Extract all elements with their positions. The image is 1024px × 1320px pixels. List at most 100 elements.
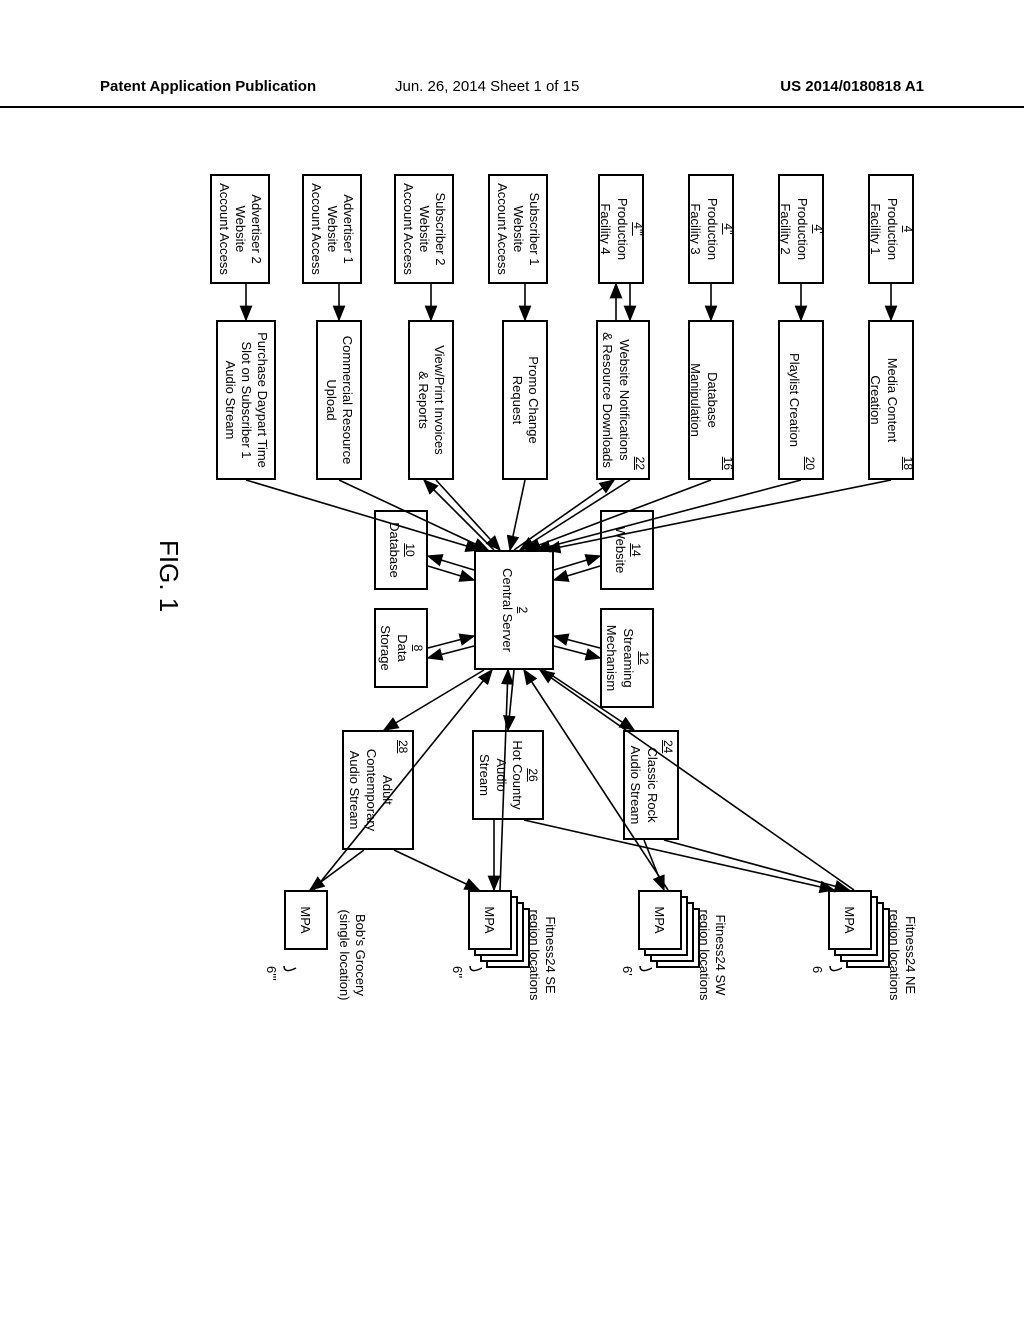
pf2-l1: Production [794,198,810,260]
label-ne: Fitness24 NE region locations [886,890,919,1020]
adv1-l1: Advertiser 1 [340,194,356,263]
vpi-l2: & Reports [415,371,431,429]
header-right: US 2014/0180818 A1 [780,78,924,95]
box-wnrd: 22 Website Notifications & Resource Down… [596,320,650,480]
box-pcr: Promo Change Request [502,320,548,480]
box-central-server: 2 Central Server [474,550,554,670]
ac-l1: Adult [379,775,395,805]
lead-se-n: 6'' [450,966,465,978]
lead-ne-n: 6 [810,966,825,973]
pf2-l2: Facility 2 [777,203,793,254]
wnrd-l1: Website Notifications [616,339,632,460]
pf4-l1: Production [614,198,630,260]
diagram-container: 4 Production Facility 1 4' Production Fa… [100,170,924,994]
diagram-rotated: 4 Production Facility 1 4' Production Fa… [100,170,924,994]
dbm-l1: Database [704,372,720,428]
pf1-l2: Facility 1 [867,203,883,254]
bob-t2: (single location) [337,909,352,1000]
cru-l2: Upload [323,379,339,420]
box-ac: 28 Adult Contemporary Audio Stream [342,730,414,850]
label-bob: Bob's Grocery (single location) [336,890,369,1020]
stream-l2: Mechanism [603,625,619,691]
vpi-l1: View/Print Invoices [431,345,447,455]
cs-l1: Central Server [498,568,514,652]
box-rock: 24 Classic Rock Audio Stream [623,730,679,840]
label-se: Fitness24 SE region locations [526,890,559,1020]
ref-website: 14 [628,543,643,556]
adv2-l3: Account Access [216,183,232,275]
ref-stream: 12 [636,651,651,664]
box-adv2: Advertiser 2 Website Account Access [210,174,270,284]
box-sub1: Subscriber 1 Website Account Access [488,174,548,284]
ref-cs: 2 [515,607,530,614]
ref-ds: 8 [410,645,425,652]
pdt-l1: Purchase Daypart Time [254,332,270,468]
sub1-l3: Account Access [494,183,510,275]
stream-l1: Streaming [620,628,636,687]
box-vpi: View/Print Invoices & Reports [408,320,454,480]
country-l3: Stream [476,754,492,796]
sub1-l2: Website [510,206,526,253]
db-l1: Database [385,522,401,578]
mpa-ne-lbl: MPA [843,906,858,933]
box-streaming: 12 Streaming Mechanism [600,608,654,708]
ac-l3: Audio Stream [346,751,362,830]
cru-l1: Commercial Resource [339,336,355,465]
lead-ne: 6 [810,966,844,994]
wnrd-l2: & Resource Downloads [599,332,615,468]
rock-l1: Classic Rock [644,747,660,822]
box-country: 26 Hot Country Audio Stream [472,730,544,820]
sub2-l3: Account Access [400,183,416,275]
page: Patent Application Publication Jun. 26, … [0,0,1024,1320]
ref-pf3: 4'' [720,223,735,234]
sub1-l1: Subscriber 1 [526,193,542,266]
mcc-l1: Media Content [884,358,900,443]
ne-t1: Fitness24 NE [903,916,918,994]
box-website: 14 Website [600,510,654,590]
lead-sw: 6' [620,966,654,994]
box-data-storage: 8 Data Storage [374,608,428,688]
bob-t1: Bob's Grocery [353,914,368,996]
box-pf1: 4 Production Facility 1 [868,174,914,284]
website-l1: Website [611,527,627,574]
sub2-l2: Website [416,206,432,253]
country-l1: Hot Country [509,740,525,809]
pf1-l1: Production [884,198,900,260]
pcr-l1: Promo Change [525,356,541,443]
box-pf3: 4'' Production Facility 3 [688,174,734,284]
page-header: Patent Application Publication Jun. 26, … [0,78,1024,108]
lead-se: 6'' [450,966,484,994]
label-sw: Fitness24 SW region locations [696,890,729,1020]
sub2-l1: Subscriber 2 [432,193,448,266]
box-plc: 20 Playlist Creation [778,320,824,480]
lead-bob: 6''' [264,966,298,994]
box-pf2: 4' Production Facility 2 [778,174,824,284]
plc-l1: Playlist Creation [785,353,801,447]
ref-pf1: 4 [900,226,915,233]
pdt-l2: Slot on Subscriber 1 [238,341,254,458]
box-cru: Commercial Resource Upload [316,320,362,480]
header-mid: Jun. 26, 2014 Sheet 1 of 15 [395,78,579,95]
pf3-l2: Facility 3 [687,203,703,254]
dbm-l2: Manipulation [687,363,703,437]
ref-pf2: 4' [810,225,825,234]
pf4-l2: Facility 4 [597,203,613,254]
box-adv1: Advertiser 1 Website Account Access [302,174,362,284]
lead-sw-n: 6' [620,966,635,976]
ref-dbm: 16 [720,457,735,470]
mcc-l2: Creation [867,375,883,424]
ref-rock: 24 [660,740,675,753]
figure-caption: FIG. 1 [153,540,184,612]
ref-wnrd: 22 [632,457,647,470]
ds-l1: Data [394,634,410,661]
rock-l2: Audio Stream [627,746,643,825]
mpa-sw-lbl: MPA [653,906,668,933]
pcr-l2: Request [509,376,525,424]
box-database: 10 Database [374,510,428,590]
adv2-l1: Advertiser 2 [248,194,264,263]
box-pf4: 4''' Production Facility 4 [598,174,644,284]
pf3-l1: Production [704,198,720,260]
box-dbm: 16 Database Manipulation [688,320,734,480]
ref-pf4: 4''' [630,222,645,236]
box-mcc: 18 Media Content Creation [868,320,914,480]
